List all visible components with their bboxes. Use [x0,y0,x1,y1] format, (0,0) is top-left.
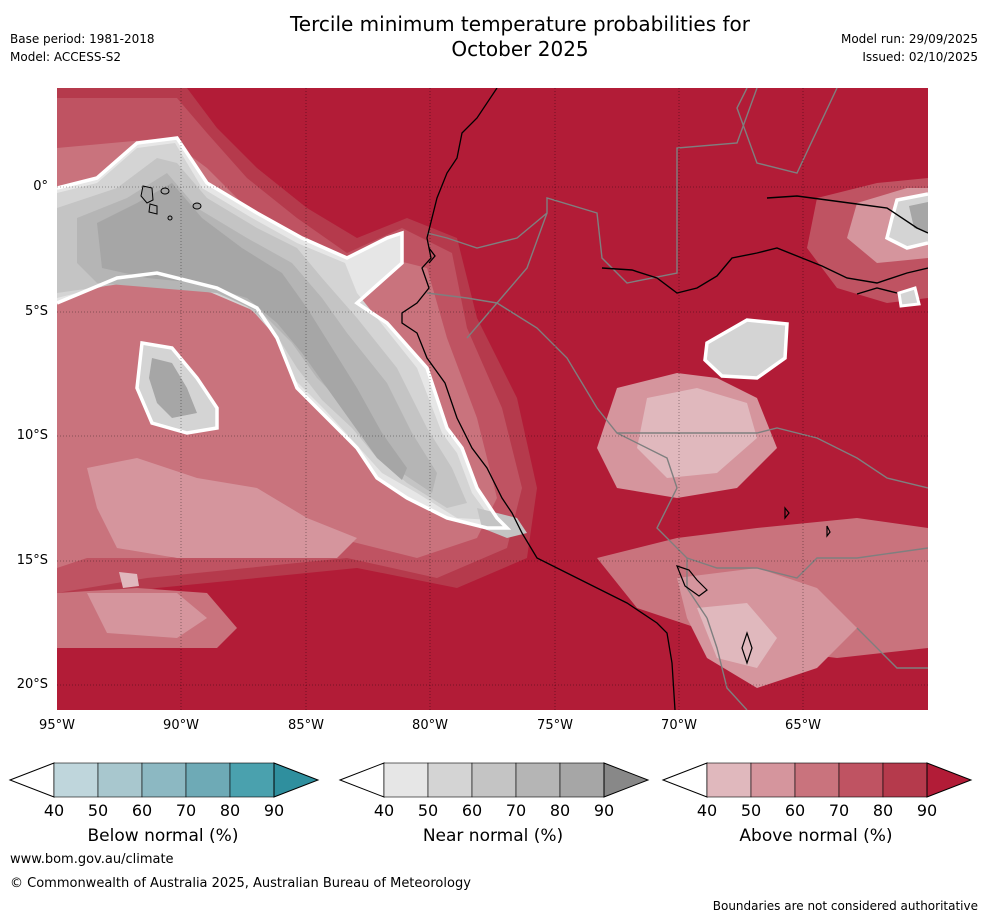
near-normal-contour-west [135,340,219,435]
colorbar-above-title: Above normal (%) [739,826,893,846]
cb-above-tick-70: 70 [828,801,850,820]
cb-below-tick-70: 70 [175,801,197,820]
page-title: Tercile minimum temperature probabilitie… [0,12,988,62]
cb-below-tick-90: 90 [263,801,285,820]
lat-label-0: 0° [33,179,48,194]
cb-above-tick-50: 50 [740,801,762,820]
region-near-west-patch-core [149,358,197,418]
cb-below-tick-80: 80 [219,801,241,820]
region-near-east-patch [705,320,787,378]
cb-above-tick-80: 80 [872,801,894,820]
cb-above-tick-40: 40 [696,801,718,820]
meta-left: Base period: 1981-2018 Model: ACCESS-S2 [10,30,155,66]
rivers [601,195,928,295]
region-above-50-west-a [87,458,357,558]
lat-label-15s: 15°S [16,553,48,568]
cb-below-tick-60: 60 [131,801,153,820]
lon-label-65w: 65°W [785,718,821,733]
cb-near-tick-50: 50 [417,801,439,820]
cb-near-tick-90: 90 [593,801,615,820]
cb-above-tick-90: 90 [916,801,938,820]
region-above-50-south [87,593,207,638]
lat-label-20s: 20°S [16,677,48,692]
cb-below-tick-40: 40 [43,801,65,820]
footer-disclaimer: Boundaries are not considered authoritat… [712,899,978,913]
model-run-text: Model run: 29/09/2025 [840,32,978,46]
probability-map [57,88,928,710]
coastline [401,88,676,710]
colorbar-below [8,762,320,798]
lat-label-5s: 5°S [24,304,48,319]
near-normal-contour-ne [884,192,928,250]
cb-near-tick-40: 40 [373,801,395,820]
region-above-40-west-a [119,572,139,588]
near-normal-contour-east [703,318,789,380]
lon-label-70w: 70°W [661,718,697,733]
meta-right: Model run: 29/09/2025 Issued: 02/10/2025 [841,30,978,66]
colorbar-below-title: Below normal (%) [87,826,239,846]
cb-near-tick-60: 60 [461,801,483,820]
lon-label-85w: 85°W [288,718,324,733]
colorbar-near-title: Near normal (%) [422,826,564,846]
galapagos-islands [140,185,202,221]
lon-label-95w: 95°W [39,718,75,733]
cb-near-tick-80: 80 [549,801,571,820]
colorbar-near [338,762,650,798]
near-normal-contour-ne-small [897,286,921,308]
title-line-1: Tercile minimum temperature probabilitie… [289,12,751,36]
base-period-text: Base period: 1981-2018 [10,32,155,46]
model-text: Model: ACCESS-S2 [10,50,122,64]
lon-label-80w: 80°W [412,718,448,733]
lon-label-75w: 75°W [537,718,573,733]
issued-text: Issued: 02/10/2025 [862,50,978,64]
region-above-40-south-central [697,603,777,668]
footer-copyright: © Commonwealth of Australia 2025, Austra… [10,876,471,891]
near-normal-contour-main [57,136,512,530]
gridlines [57,88,928,710]
lat-label-10s: 10°S [16,428,48,443]
lakes [675,506,831,665]
lon-label-90w: 90°W [163,718,199,733]
cb-near-tick-70: 70 [505,801,527,820]
title-line-2: October 2025 [451,37,589,61]
cb-below-tick-50: 50 [87,801,109,820]
footer-url: www.bom.gov.au/climate [10,852,174,867]
region-near-80-main [97,183,407,480]
cb-above-tick-60: 60 [784,801,806,820]
colorbar-above [661,762,973,798]
